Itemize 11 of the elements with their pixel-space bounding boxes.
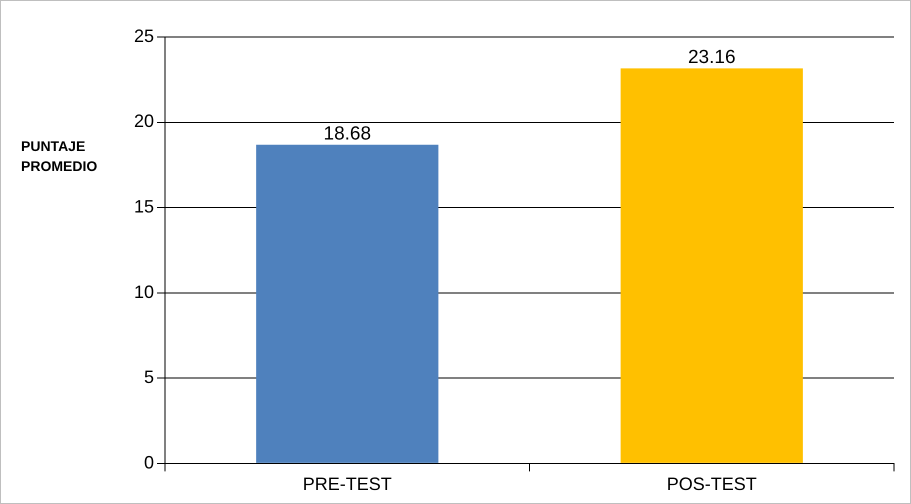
y-axis-title: PUNTAJE PROMEDIO	[21, 137, 98, 176]
data-label: 18.68	[323, 124, 372, 145]
y-tick-label: 0	[144, 452, 154, 472]
y-tick-label: 15	[134, 196, 154, 217]
y-tick-label: 5	[144, 367, 154, 388]
x-tick-label: PRE-TEST	[302, 474, 392, 494]
data-label: 23.16	[688, 47, 736, 68]
y-tick-label: 20	[134, 111, 154, 132]
y-tick-label: 25	[134, 26, 154, 46]
x-tick-label: POS-TEST	[666, 474, 757, 494]
y-tick-label: 10	[134, 282, 154, 302]
